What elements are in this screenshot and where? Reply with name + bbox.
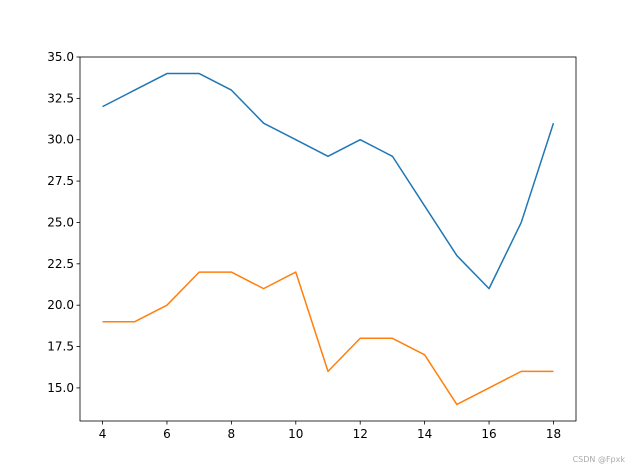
x-tick-label: 18 xyxy=(546,427,561,441)
series-line xyxy=(102,271,554,406)
x-tick-label: 6 xyxy=(163,427,171,441)
x-tick-label: 10 xyxy=(288,427,303,441)
x-tick-label: 16 xyxy=(481,427,496,441)
x-tick-label: 14 xyxy=(417,427,432,441)
y-tick-label: 32.5 xyxy=(47,91,74,105)
x-tick-label: 4 xyxy=(99,427,107,441)
y-tick-label: 25.0 xyxy=(47,215,74,229)
y-tick-label: 30.0 xyxy=(47,133,74,147)
y-tick-label: 35.0 xyxy=(47,50,74,64)
y-tick-label: 15.0 xyxy=(47,381,74,395)
y-tick-label: 27.5 xyxy=(47,174,74,188)
y-tick-label: 20.0 xyxy=(47,298,74,312)
series-line xyxy=(102,72,555,290)
y-tick-label: 22.5 xyxy=(47,257,74,271)
plot-frame xyxy=(79,56,577,422)
y-tick-label: 17.5 xyxy=(47,340,74,354)
watermark: CSDN @Fpxk xyxy=(573,455,626,464)
x-tick-label: 12 xyxy=(353,427,368,441)
x-tick-label: 8 xyxy=(228,427,236,441)
